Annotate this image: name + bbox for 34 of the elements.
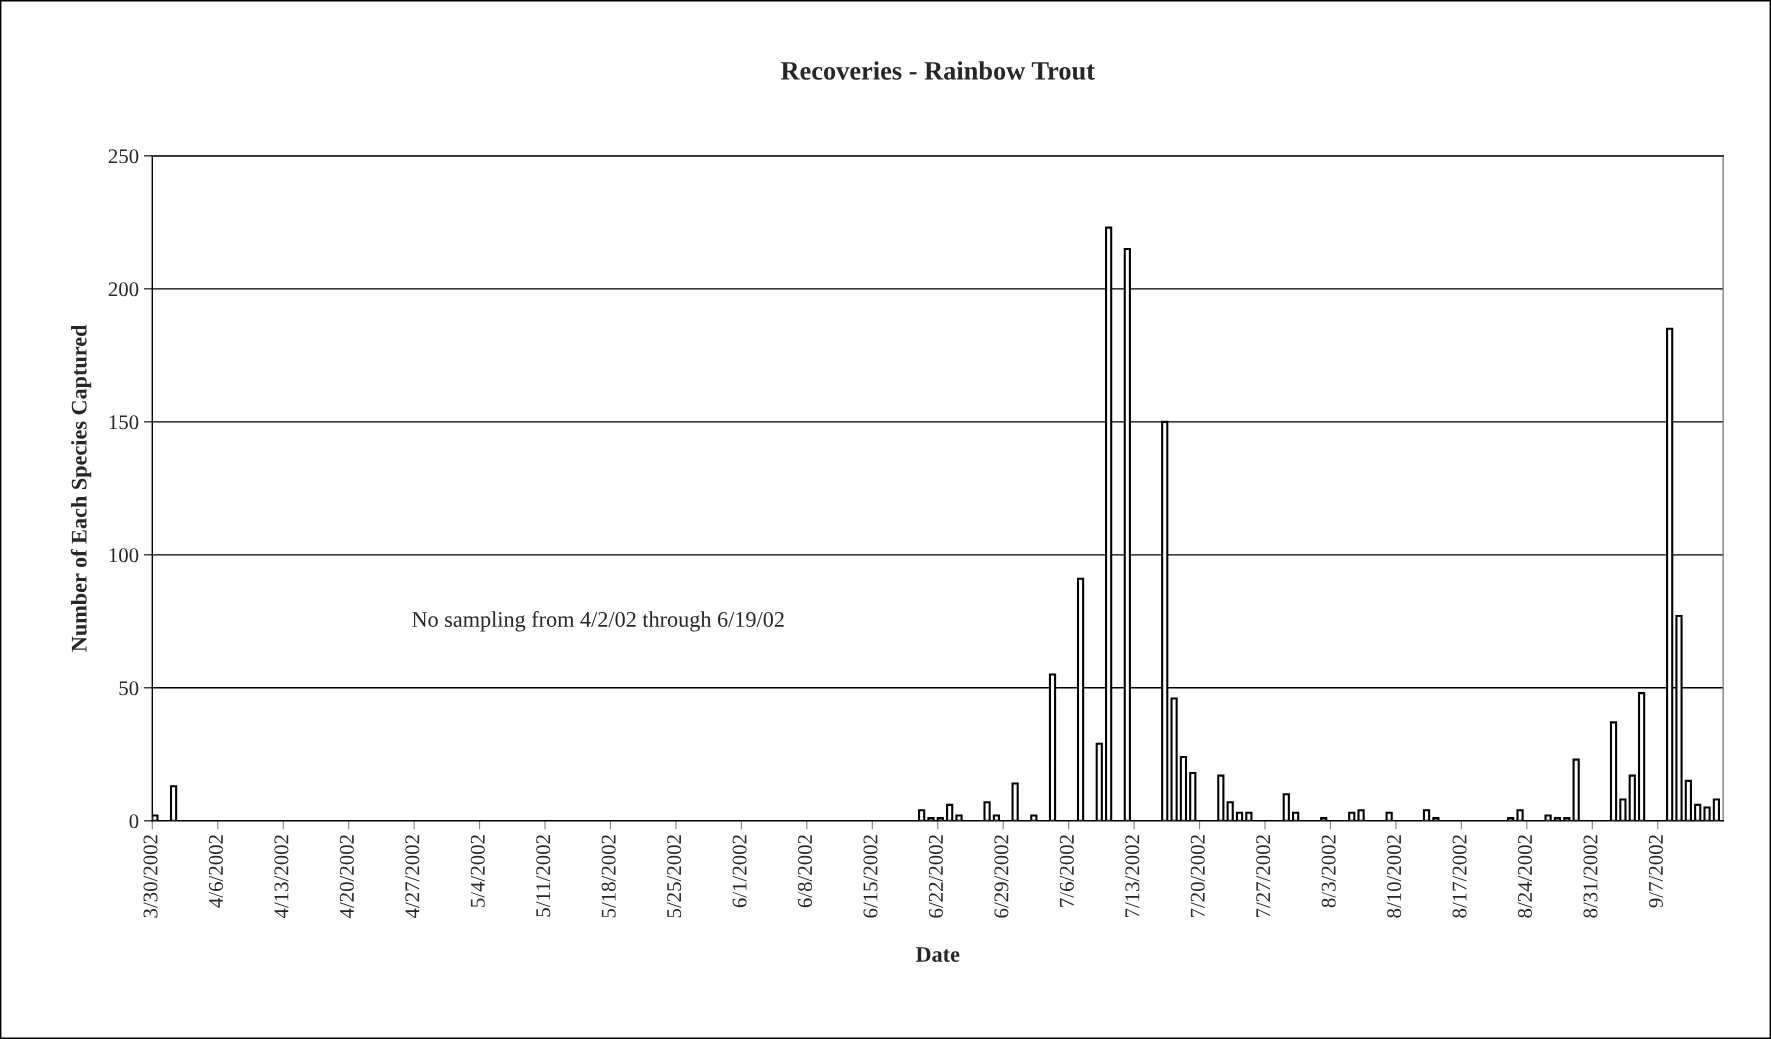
x-tick-label: 6/8/2002 — [797, 835, 813, 908]
x-tick-label: 4/13/2002 — [274, 835, 289, 919]
y-axis-title: Number of Each Species Captured — [70, 324, 92, 652]
x-tick-label: 8/3/2002 — [1321, 835, 1336, 908]
y-tick-label: 100 — [109, 548, 139, 563]
y-tick-label: 200 — [108, 282, 139, 297]
annotation: No sampling from 4/2/02 through 6/19/02 — [412, 611, 784, 632]
x-tick-label: 6/22/2002 — [928, 835, 943, 918]
y-tick-label: 150 — [109, 415, 139, 430]
x-tick-label: 3/30/2002 — [143, 835, 158, 918]
x-tick-label: 6/15/2002 — [863, 835, 878, 918]
x-tick-label: 9/7/2002 — [1648, 835, 1663, 908]
x-tick-label: 5/11/2002 — [536, 835, 551, 917]
y-tick-label: 50 — [119, 681, 139, 696]
x-tick-label: 5/25/2002 — [667, 835, 682, 918]
y-tick-label: 0 — [129, 814, 139, 829]
x-tick-label: 6/29/2002 — [994, 835, 1009, 918]
x-tick-label: 5/18/2002 — [601, 835, 616, 918]
x-tick-label: 8/31/2002 — [1583, 835, 1598, 918]
x-tick-label: 8/10/2002 — [1387, 835, 1402, 918]
x-tick-label: 4/6/2002 — [208, 835, 223, 908]
x-tick-label: 6/1/2002 — [732, 835, 747, 908]
x-tick-label: 7/27/2002 — [1256, 835, 1271, 918]
x-tick-label: 4/20/2002 — [339, 835, 354, 919]
x-tick-label: 8/17/2002 — [1452, 835, 1467, 918]
chart-title: Recoveries - Rainbow Trout — [780, 61, 1095, 80]
x-tick-label: 7/20/2002 — [1190, 835, 1205, 918]
x-tick-label: 4/27/2002 — [405, 835, 420, 919]
x-tick-label: 8/24/2002 — [1517, 835, 1533, 918]
x-tick-label: 5/4/2002 — [470, 835, 485, 907]
x-tick-label: 7/6/2002 — [1059, 835, 1074, 907]
y-tick-label: 250 — [108, 149, 139, 164]
x-axis-title: Date — [915, 947, 960, 962]
x-tick-label: 7/13/2002 — [1125, 835, 1140, 918]
